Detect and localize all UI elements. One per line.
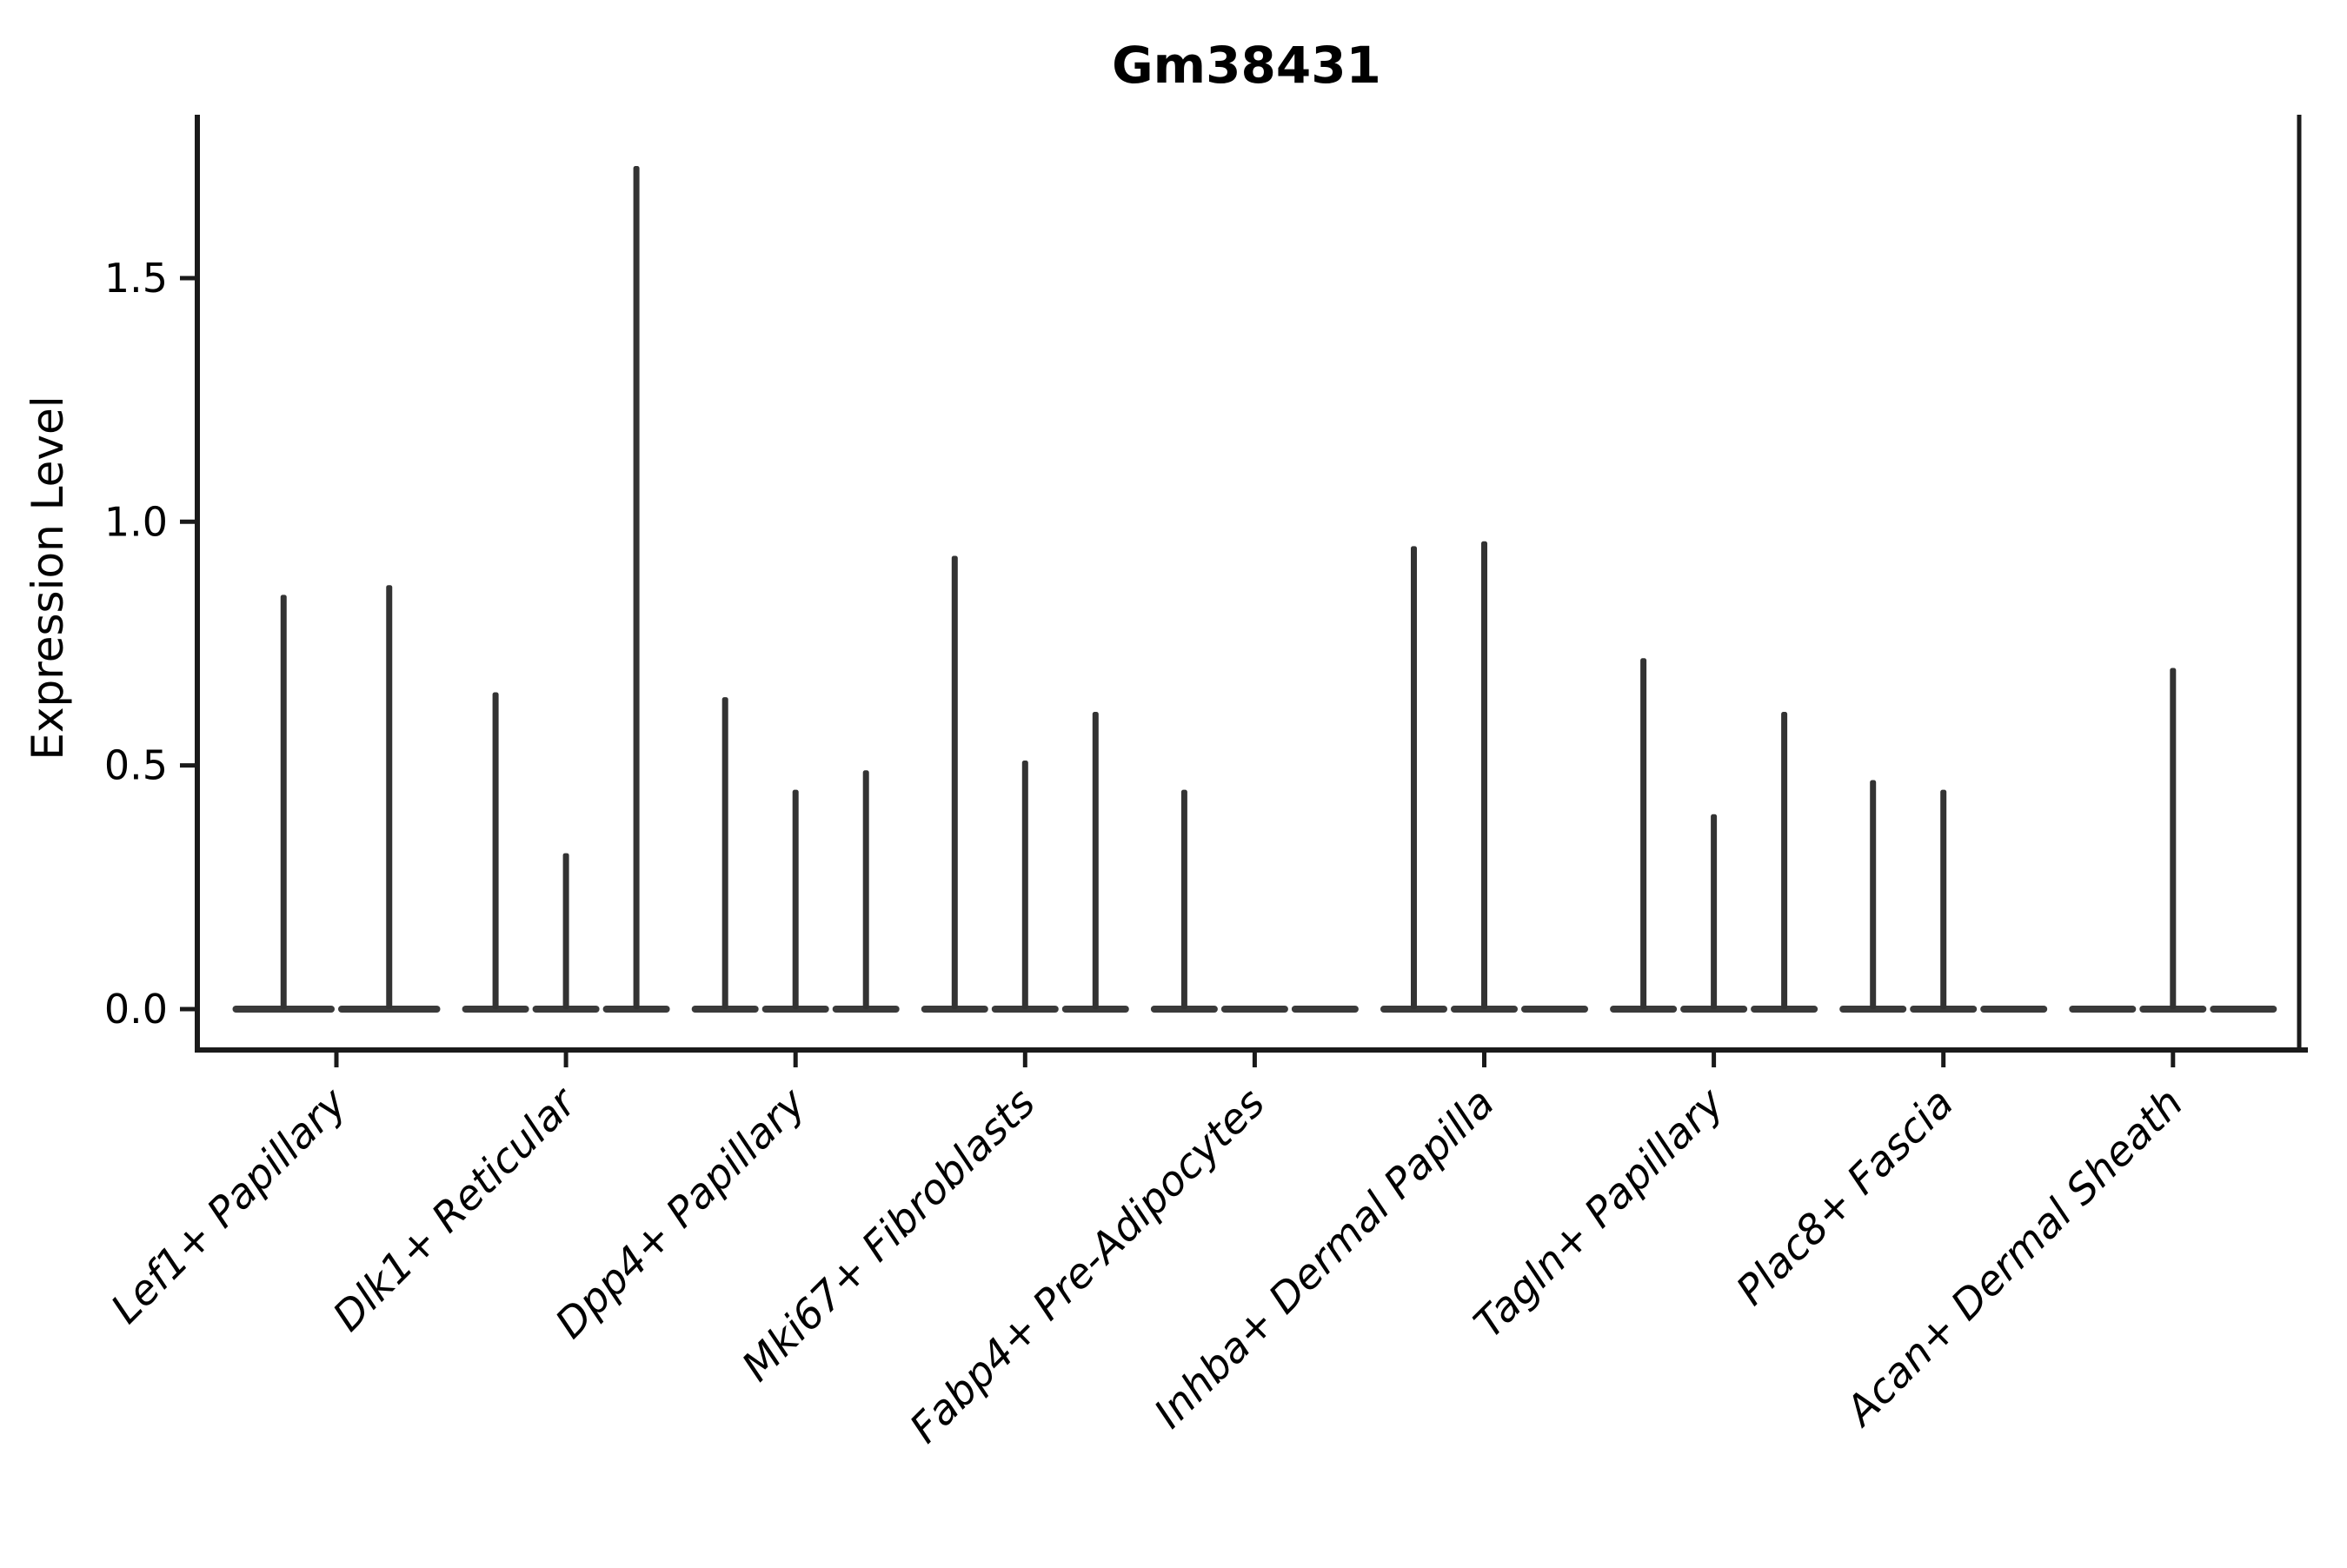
violin-spike: [633, 165, 640, 1009]
violin-spike: [1092, 711, 1099, 1009]
violin-spike: [951, 555, 958, 1009]
y-axis-label: Expression Level: [23, 395, 73, 760]
violin-spike: [1870, 780, 1877, 1009]
violin-base: [2069, 1006, 2137, 1013]
x-tick-label: Plac8+ Fascia: [1727, 1080, 1963, 1315]
violin-spike: [862, 770, 869, 1009]
violin-spike: [721, 697, 728, 1009]
violin-spike: [280, 595, 287, 1009]
violin-base: [1220, 1006, 1288, 1013]
violin-spike: [1481, 541, 1487, 1009]
violin-spike: [1940, 789, 1947, 1009]
violin-spike: [1180, 789, 1187, 1009]
y-tick-label: 0.5: [104, 742, 168, 789]
x-tick-label: Dpp4+ Papillary: [547, 1079, 816, 1348]
violin-spike: [386, 585, 393, 1009]
violin-base: [1980, 1006, 2048, 1013]
violin-spike: [792, 789, 799, 1009]
violin-base: [1291, 1006, 1359, 1013]
x-tick-label: Tagln+ Papillary: [1465, 1079, 1734, 1348]
violin-spike: [1021, 761, 1028, 1009]
violin-spike: [1640, 658, 1647, 1009]
y-tick-label: 1.0: [104, 498, 168, 545]
y-tick-label: 1.5: [104, 255, 168, 302]
violin-spike: [562, 853, 569, 1009]
violin-spike: [1711, 814, 1718, 1009]
violin-spike: [1781, 711, 1788, 1009]
y-tick-label: 0.0: [104, 986, 168, 1033]
x-tick-label: Dlk1+ Reticular: [324, 1078, 588, 1341]
violin-spike: [492, 692, 499, 1009]
violin-spike: [1411, 546, 1417, 1009]
x-tick-label: Lef1+ Papillary: [102, 1079, 356, 1333]
violin-base: [2210, 1006, 2277, 1013]
plot-title: Gm38431: [1112, 36, 1381, 95]
violin-spike: [2170, 668, 2177, 1009]
violin-base: [1521, 1006, 1588, 1013]
